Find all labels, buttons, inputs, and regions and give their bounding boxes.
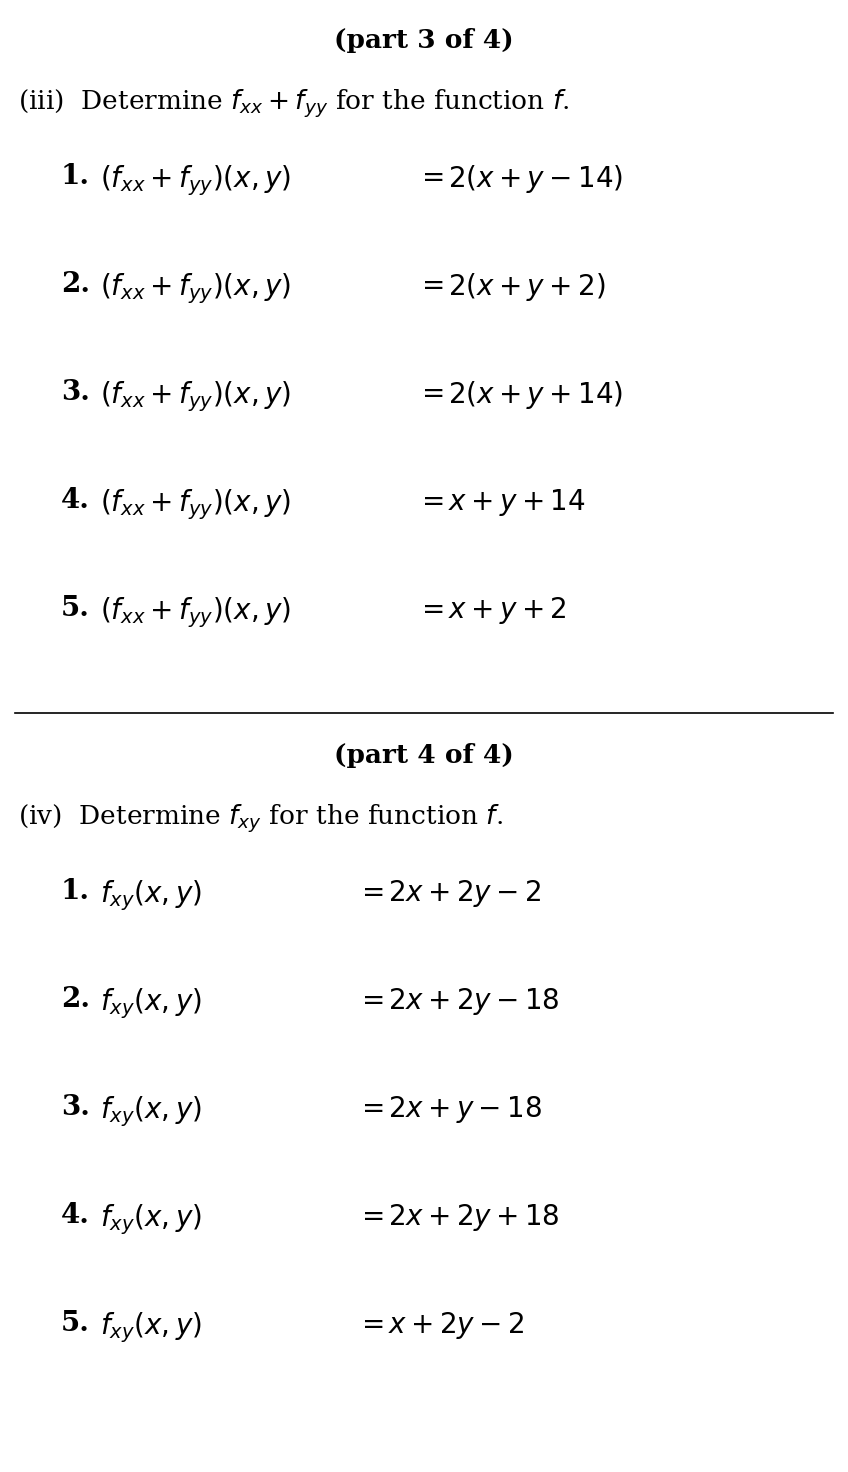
Text: (part 4 of 4): (part 4 of 4)	[334, 743, 514, 768]
Text: (part 3 of 4): (part 3 of 4)	[334, 28, 514, 53]
Text: (iv)  Determine $f_{xy}$ for the function $f$.: (iv) Determine $f_{xy}$ for the function…	[18, 804, 503, 835]
Text: 2.: 2.	[61, 986, 90, 1013]
Text: $x + y + 2$: $x + y + 2$	[448, 595, 566, 626]
Text: $x + y + 14$: $x + y + 14$	[448, 487, 585, 518]
Text: $2x + 2y + 18$: $2x + 2y + 18$	[388, 1203, 560, 1234]
Text: (iii)  Determine $f_{xx} + f_{yy}$ for the function $f$.: (iii) Determine $f_{xx} + f_{yy}$ for th…	[18, 88, 569, 121]
Text: 1.: 1.	[61, 877, 90, 905]
Text: $=$: $=$	[416, 271, 444, 297]
Text: $=$: $=$	[416, 487, 444, 514]
Text: $=$: $=$	[356, 986, 384, 1013]
Text: 1.: 1.	[61, 163, 90, 190]
Text: $(f_{xx} + f_{yy})(x, y)$: $(f_{xx} + f_{yy})(x, y)$	[100, 487, 291, 521]
Text: $=$: $=$	[356, 1310, 384, 1337]
Text: $f_{xy}(x, y)$: $f_{xy}(x, y)$	[100, 1310, 202, 1344]
Text: $2(x + y + 14)$: $2(x + y + 14)$	[448, 378, 623, 411]
Text: $2x + y - 18$: $2x + y - 18$	[388, 1094, 542, 1125]
Text: $=$: $=$	[416, 595, 444, 623]
Text: $=$: $=$	[356, 1094, 384, 1122]
Text: $f_{xy}(x, y)$: $f_{xy}(x, y)$	[100, 1094, 202, 1129]
Text: 5.: 5.	[61, 1310, 90, 1337]
Text: 3.: 3.	[61, 378, 90, 406]
Text: $(f_{xx} + f_{yy})(x, y)$: $(f_{xx} + f_{yy})(x, y)$	[100, 163, 291, 197]
Text: $(f_{xx} + f_{yy})(x, y)$: $(f_{xx} + f_{yy})(x, y)$	[100, 378, 291, 414]
Text: $=$: $=$	[416, 163, 444, 190]
Text: $=$: $=$	[356, 877, 384, 905]
Text: $=$: $=$	[416, 378, 444, 406]
Text: 5.: 5.	[61, 595, 90, 623]
Text: $2(x + y + 2)$: $2(x + y + 2)$	[448, 271, 605, 303]
Text: 3.: 3.	[61, 1094, 90, 1122]
Text: $f_{xy}(x, y)$: $f_{xy}(x, y)$	[100, 877, 202, 913]
Text: 4.: 4.	[61, 487, 90, 514]
Text: $2x + 2y - 18$: $2x + 2y - 18$	[388, 986, 560, 1017]
Text: $x + 2y - 2$: $x + 2y - 2$	[388, 1310, 524, 1341]
Text: $2(x + y - 14)$: $2(x + y - 14)$	[448, 163, 623, 194]
Text: $f_{xy}(x, y)$: $f_{xy}(x, y)$	[100, 1203, 202, 1236]
Text: $f_{xy}(x, y)$: $f_{xy}(x, y)$	[100, 986, 202, 1020]
Text: $2x + 2y - 2$: $2x + 2y - 2$	[388, 877, 541, 910]
Text: $=$: $=$	[356, 1203, 384, 1229]
Text: 2.: 2.	[61, 271, 90, 297]
Text: $(f_{xx} + f_{yy})(x, y)$: $(f_{xx} + f_{yy})(x, y)$	[100, 595, 291, 630]
Text: 4.: 4.	[61, 1203, 90, 1229]
Text: $(f_{xx} + f_{yy})(x, y)$: $(f_{xx} + f_{yy})(x, y)$	[100, 271, 291, 306]
